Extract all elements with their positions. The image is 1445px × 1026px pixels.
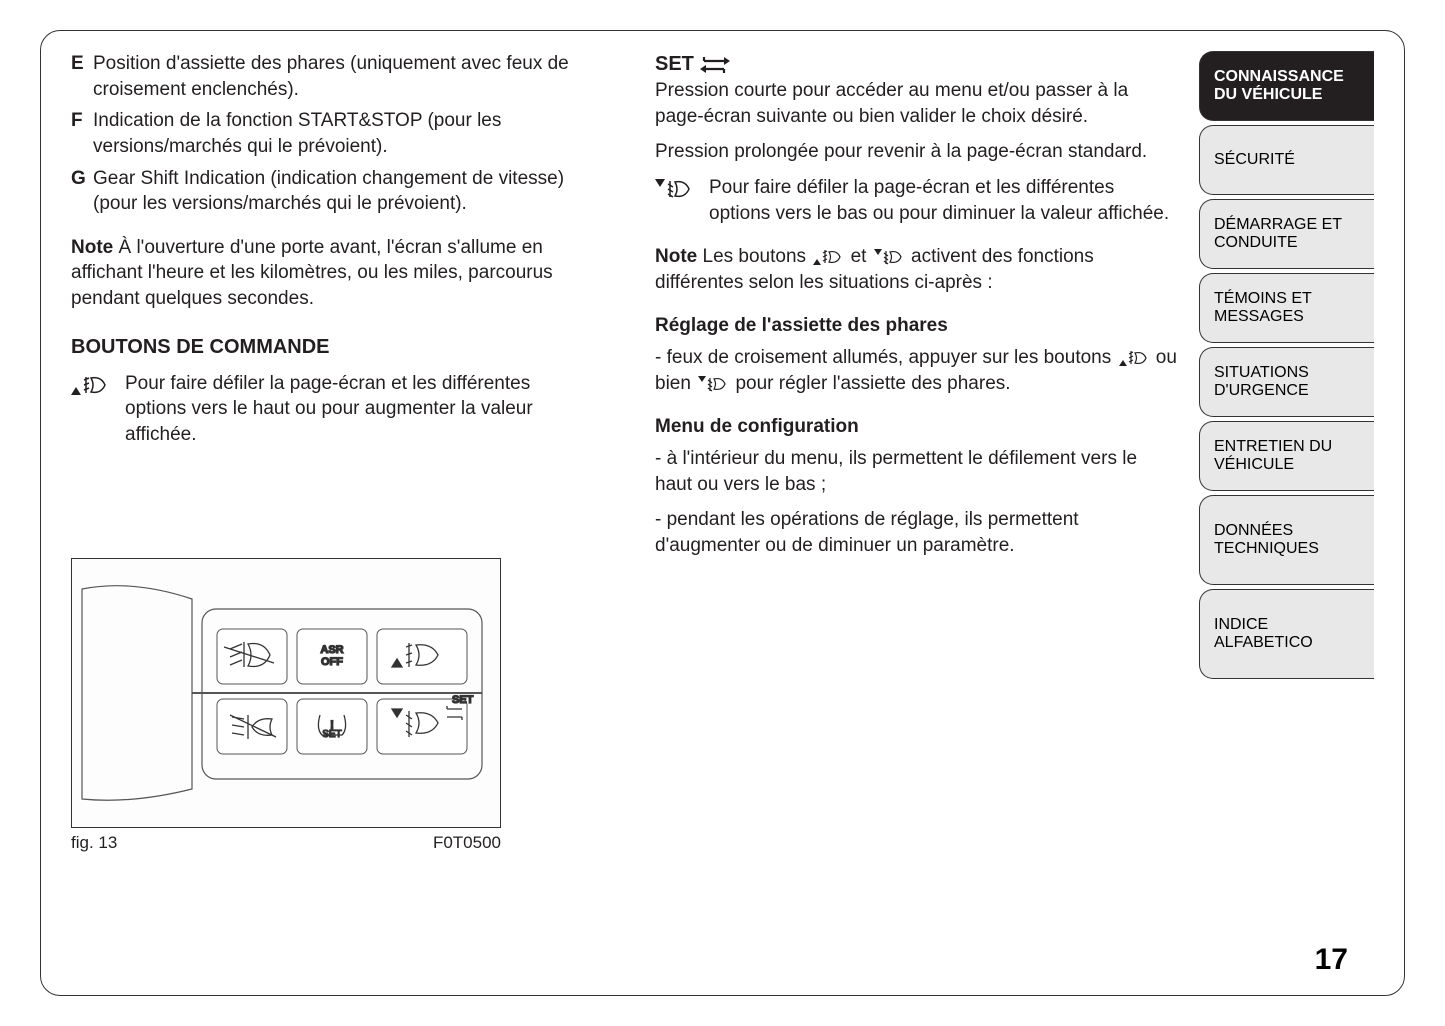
scroll-up-row: Pour faire défiler la page-écran et les …	[71, 371, 595, 448]
subheading: Menu de configuration	[655, 414, 1179, 440]
figure-block: ASR OFF	[71, 558, 501, 855]
content-columns: E Position d'assiette des phares (unique…	[71, 51, 1179, 975]
list-item: F Indication de la fonction START&STOP (…	[71, 108, 595, 159]
page-frame: E Position d'assiette des phares (unique…	[40, 30, 1405, 996]
right-column: SET Pression courte pour accéder au menu…	[645, 51, 1179, 975]
figure-image: ASR OFF	[71, 558, 501, 828]
left-column: E Position d'assiette des phares (unique…	[71, 51, 605, 975]
sub1-pre: - feux de croisement allumés, appuyer su…	[655, 347, 1117, 368]
svg-text:OFF: OFF	[321, 656, 343, 668]
tab-indice[interactable]: INDICE ALFABETICO	[1199, 589, 1374, 679]
note-text: À l'ouverture d'une porte avant, l'écran…	[71, 237, 553, 309]
sidebar-tabs: CONNAISSANCE DU VÉHICULE SÉCURITÉ DÉMARR…	[1199, 51, 1374, 975]
tab-donnees[interactable]: DONNÉES TECHNIQUES	[1199, 495, 1374, 585]
note-paragraph: Note Les boutons et activent des fonctio…	[655, 244, 1179, 295]
set-short-press: Pression courte pour accéder au menu et/…	[655, 78, 1179, 129]
page-number: 17	[1315, 943, 1348, 977]
svg-text:SET: SET	[452, 694, 474, 706]
set-label: SET	[655, 51, 694, 78]
tab-demarrage[interactable]: DÉMARRAGE ET CONDUITE	[1199, 199, 1374, 269]
note-pre: Les boutons	[697, 246, 811, 267]
sub2-p2: - pendant les opérations de réglage, ils…	[655, 507, 1179, 558]
svg-text:ASR: ASR	[320, 644, 343, 656]
scroll-down-text: Pour faire défiler la page-écran et les …	[709, 175, 1179, 226]
figure-caption: fig. 13 F0T0500	[71, 832, 501, 855]
note-mid: et	[845, 246, 871, 267]
subheading: Réglage de l'assiette des phares	[655, 313, 1179, 339]
svg-text:!: !	[330, 718, 334, 732]
set-arrow-icon	[700, 57, 730, 73]
tab-entretien[interactable]: ENTRETIEN DU VÉHICULE	[1199, 421, 1374, 491]
list-item: E Position d'assiette des phares (unique…	[71, 51, 595, 102]
headlight-up-icon	[813, 249, 843, 265]
tab-temoins[interactable]: TÉMOINS ET MESSAGES	[1199, 273, 1374, 343]
note-label: Note	[655, 246, 697, 267]
list-marker: G	[71, 166, 93, 217]
list-marker: E	[71, 51, 93, 102]
section-heading: BOUTONS DE COMMANDE	[71, 334, 595, 361]
tab-securite[interactable]: SÉCURITÉ	[1199, 125, 1374, 195]
headlight-up-icon	[1119, 350, 1149, 366]
figure-label: fig. 13	[71, 832, 117, 855]
list-text: Indication de la fonction START&STOP (po…	[93, 108, 595, 159]
sub2-p1: - à l'intérieur du menu, ils permettent …	[655, 446, 1179, 497]
note-label: Note	[71, 237, 113, 258]
note-paragraph: Note À l'ouverture d'une porte avant, l'…	[71, 235, 595, 312]
tab-urgence[interactable]: SITUATIONS D'URGENCE	[1199, 347, 1374, 417]
headlight-down-icon	[874, 249, 904, 265]
list-marker: F	[71, 108, 93, 159]
figure-code: F0T0500	[433, 832, 501, 855]
list-text: Gear Shift Indication (indication change…	[93, 166, 595, 217]
headlight-down-icon	[655, 175, 695, 200]
headlight-up-icon	[71, 371, 111, 396]
sub1-post: pour régler l'assiette des phares.	[730, 373, 1010, 394]
list-item: G Gear Shift Indication (indication chan…	[71, 166, 595, 217]
scroll-down-row: Pour faire défiler la page-écran et les …	[655, 175, 1179, 226]
set-heading: SET	[655, 51, 1179, 78]
headlight-down-icon	[698, 376, 728, 392]
tab-connaissance[interactable]: CONNAISSANCE DU VÉHICULE	[1199, 51, 1374, 121]
sub1-paragraph: - feux de croisement allumés, appuyer su…	[655, 345, 1179, 396]
set-long-press: Pression prolongée pour revenir à la pag…	[655, 139, 1179, 165]
scroll-up-text: Pour faire défiler la page-écran et les …	[125, 371, 595, 448]
list-text: Position d'assiette des phares (uniqueme…	[93, 51, 595, 102]
